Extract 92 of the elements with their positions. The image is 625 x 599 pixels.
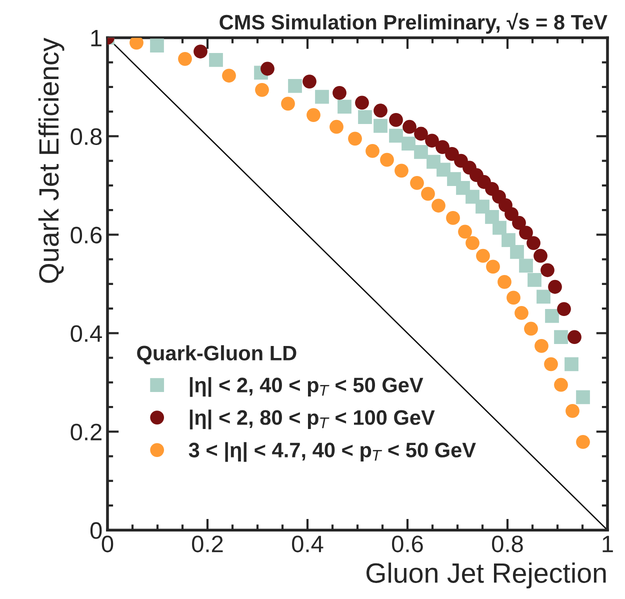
x-tick-label: 0.2: [192, 536, 223, 552]
point: [498, 275, 512, 289]
point: [410, 176, 424, 190]
point: [302, 74, 316, 89]
chart-title: CMS Simulation Preliminary, √s = 8 TeV: [220, 12, 608, 34]
point: [394, 164, 408, 178]
point: [514, 306, 528, 320]
point: [330, 120, 344, 134]
point: [178, 52, 192, 66]
point: [534, 248, 548, 263]
x-tick-label: 0.6: [392, 536, 423, 552]
point: [466, 190, 480, 204]
point: [510, 244, 524, 259]
point: [512, 216, 526, 230]
point: [425, 134, 439, 148]
x-tick-label: 0.4: [292, 536, 324, 552]
point: [492, 220, 506, 235]
y-tick-label: 1: [91, 30, 102, 46]
point: [568, 330, 582, 344]
point: [466, 236, 480, 250]
point: [476, 200, 490, 214]
point: [436, 140, 450, 154]
x-tick-label: 0: [102, 536, 114, 552]
point: [130, 38, 144, 50]
point: [222, 68, 236, 83]
point: [485, 210, 499, 224]
point: [526, 236, 540, 250]
point: [432, 198, 446, 213]
x-tick-label: 0.8: [492, 536, 523, 552]
point: [566, 404, 580, 418]
point: [374, 118, 388, 133]
point: [194, 44, 208, 58]
point: [458, 224, 472, 239]
point: [519, 226, 533, 240]
point: [554, 378, 568, 392]
point: [332, 86, 346, 100]
point: [504, 207, 518, 221]
y-tick-label: 0.6: [70, 226, 102, 244]
legend-title: Quark-Gluon LD: [137, 345, 296, 364]
y-tick-label: 0.2: [70, 424, 102, 440]
point: [348, 132, 362, 146]
point: [421, 186, 435, 201]
point: [150, 38, 164, 53]
point: [402, 136, 416, 151]
point: [524, 322, 538, 336]
point: [476, 248, 490, 263]
point: [554, 330, 568, 344]
point: [338, 100, 352, 114]
point: [402, 120, 416, 134]
point: [380, 152, 394, 167]
point: [315, 90, 329, 104]
point: [436, 162, 450, 177]
point: [545, 308, 559, 323]
point: [414, 126, 428, 141]
legend-label: |η| < 2, 40 < p$_{T}$ < 50 GeV: [190, 377, 424, 397]
point: [366, 144, 380, 158]
y-axis-title: Quark Jet Efficiency: [38, 38, 64, 283]
point: [519, 258, 533, 273]
point: [445, 146, 459, 161]
point: [502, 233, 516, 248]
point: [288, 79, 302, 93]
point: [536, 290, 550, 304]
point: [281, 96, 295, 111]
y-tick-label: 0.8: [70, 128, 102, 145]
point: [209, 52, 223, 67]
point: [260, 62, 274, 76]
point: [486, 260, 500, 274]
x-axis-title: Gluon Jet Rejection: [366, 562, 606, 588]
point: [506, 290, 520, 305]
point: [446, 211, 460, 225]
point: [540, 263, 554, 278]
point: [389, 113, 403, 127]
point: [534, 339, 548, 353]
point: [557, 302, 571, 316]
point: [576, 390, 590, 404]
point: [576, 435, 590, 449]
point: [355, 96, 369, 110]
point: [306, 108, 320, 122]
x-tick-label: 1: [602, 536, 613, 552]
point: [358, 110, 372, 124]
legend-label: 3 < |η| < 4.7, 40 < p$_{T}$ < 50 GeV: [188, 442, 476, 462]
point: [548, 280, 562, 294]
point: [544, 357, 558, 372]
legend-label: |η| < 2, 80 < p$_{T}$ < 100 GeV: [190, 410, 435, 430]
point: [389, 128, 403, 143]
point: [414, 145, 428, 159]
point: [255, 82, 269, 97]
point: [374, 104, 388, 118]
point: [528, 273, 542, 287]
y-tick-label: 0: [90, 522, 102, 539]
y-tick-label: 0.4: [70, 325, 102, 342]
point: [564, 357, 578, 372]
